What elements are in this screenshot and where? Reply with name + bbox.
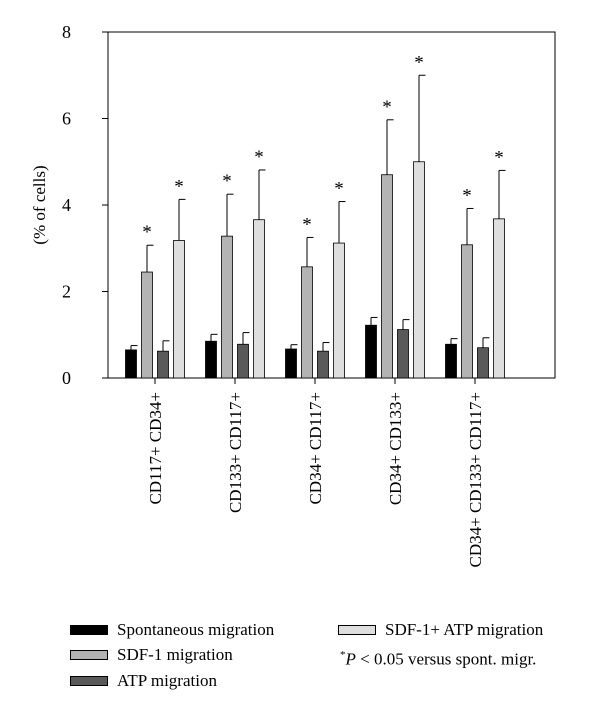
y-tick-label: 0	[62, 368, 71, 388]
significance-star: *	[462, 185, 472, 206]
bar	[397, 329, 409, 379]
bar	[253, 219, 265, 379]
significance-star: *	[302, 214, 312, 235]
significance-star: *	[174, 176, 184, 197]
y-axis-label: (% of cells)	[30, 165, 49, 244]
x-tick-label: CD117+ CD34+	[146, 392, 165, 505]
significance-star: *	[494, 147, 504, 168]
significance-star: *	[382, 97, 392, 118]
x-tick-label: CD133+ CD117+	[226, 392, 245, 513]
bar	[141, 271, 153, 379]
bar	[205, 340, 217, 379]
significance-star: *	[334, 179, 344, 200]
bar	[285, 348, 297, 379]
bar	[125, 349, 137, 379]
bar	[237, 343, 249, 379]
significance-star: *	[254, 147, 264, 168]
y-tick-label: 6	[62, 109, 71, 129]
bar	[157, 350, 169, 379]
bar	[445, 343, 457, 379]
bar	[333, 242, 345, 379]
bar	[365, 324, 377, 379]
significance-star: *	[222, 171, 232, 192]
bar	[493, 218, 505, 379]
y-tick-label: 8	[62, 22, 71, 42]
significance-star: *	[414, 52, 424, 73]
x-tick-label: CD34+ CD133+	[386, 392, 405, 505]
significance-star: *	[142, 222, 152, 243]
bar	[461, 244, 473, 379]
y-tick-label: 2	[62, 282, 71, 302]
x-tick-label: CD34+ CD133+ CD117+	[466, 392, 485, 567]
bar	[477, 347, 489, 379]
bar	[173, 240, 185, 379]
bar	[413, 161, 425, 379]
bar	[317, 350, 329, 379]
bar	[221, 235, 233, 379]
y-tick-label: 4	[62, 195, 71, 215]
bar	[301, 266, 313, 379]
bar	[381, 174, 393, 379]
x-tick-label: CD34+ CD117+	[306, 392, 325, 505]
